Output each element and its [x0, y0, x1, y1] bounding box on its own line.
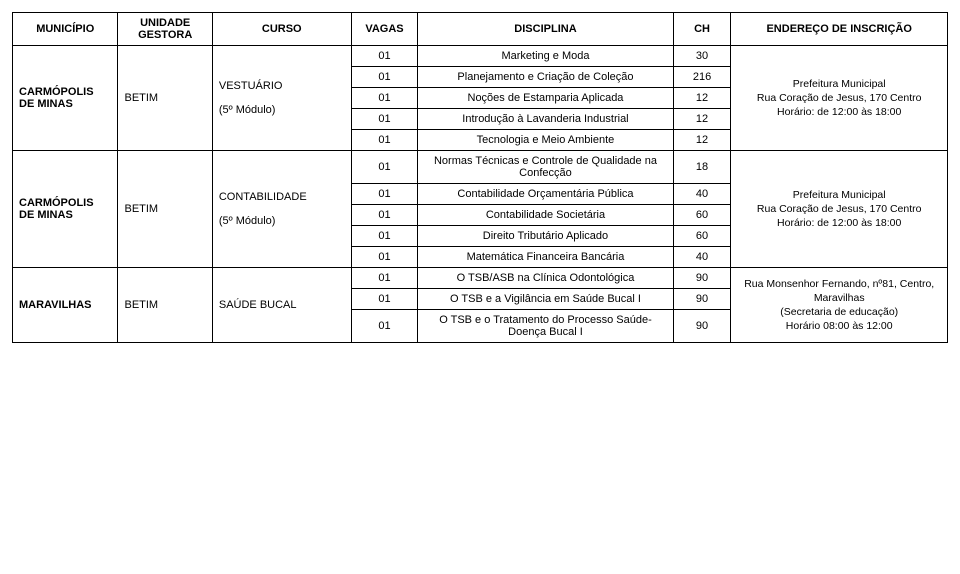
cell-ch: 90 [673, 289, 731, 310]
cell-curso: VESTUÁRIO (5º Módulo) [212, 46, 351, 151]
col-endereco: ENDEREÇO DE INSCRIÇÃO [731, 13, 948, 46]
cell-endereco: Prefeitura Municipal Rua Coração de Jesu… [731, 151, 948, 268]
cell-ch: 216 [673, 67, 731, 88]
cell-disciplina: O TSB e o Tratamento do Processo Saúde-D… [418, 310, 673, 343]
end-line2: Rua Coração de Jesus, 170 Centro [757, 203, 922, 215]
col-curso: CURSO [212, 13, 351, 46]
cell-ch: 60 [673, 205, 731, 226]
cell-endereco: Prefeitura Municipal Rua Coração de Jesu… [731, 46, 948, 151]
cell-vagas: 01 [351, 130, 418, 151]
cell-vagas: 01 [351, 268, 418, 289]
col-disciplina: DISCIPLINA [418, 13, 673, 46]
end-line1: Prefeitura Municipal [793, 78, 886, 90]
cell-ch: 60 [673, 226, 731, 247]
end-line2: Rua Coração de Jesus, 170 Centro [757, 92, 922, 104]
cell-disciplina: Normas Técnicas e Controle de Qualidade … [418, 151, 673, 184]
table-row: MARAVILHAS BETIM SAÚDE BUCAL 01 O TSB/AS… [13, 268, 948, 289]
cell-endereco: Rua Monsenhor Fernando, nº81, Centro, Ma… [731, 268, 948, 343]
cell-vagas: 01 [351, 226, 418, 247]
cell-disciplina: Contabilidade Orçamentária Pública [418, 184, 673, 205]
end-line3: Horário: de 12:00 às 18:00 [777, 106, 901, 118]
curso-name: CONTABILIDADE [219, 191, 307, 203]
cell-ch: 18 [673, 151, 731, 184]
col-ch: CH [673, 13, 731, 46]
cell-disciplina: O TSB/ASB na Clínica Odontológica [418, 268, 673, 289]
end-line2: (Secretaria de educação) [780, 306, 898, 318]
end-line1: Rua Monsenhor Fernando, nº81, Centro, Ma… [744, 278, 934, 304]
cell-vagas: 01 [351, 205, 418, 226]
cell-ch: 90 [673, 310, 731, 343]
cell-disciplina: Marketing e Moda [418, 46, 673, 67]
curso-modulo: (5º Módulo) [219, 104, 276, 116]
cell-vagas: 01 [351, 46, 418, 67]
cell-ch: 30 [673, 46, 731, 67]
cell-municipio: CARMÓPOLIS DE MINAS [13, 151, 118, 268]
cell-disciplina: Tecnologia e Meio Ambiente [418, 130, 673, 151]
cell-curso: SAÚDE BUCAL [212, 268, 351, 343]
cell-disciplina: Planejamento e Criação de Coleção [418, 67, 673, 88]
curso-name: SAÚDE BUCAL [219, 299, 297, 311]
cell-disciplina: O TSB e a Vigilância em Saúde Bucal I [418, 289, 673, 310]
cell-vagas: 01 [351, 184, 418, 205]
cell-disciplina: Noções de Estamparia Aplicada [418, 88, 673, 109]
cell-municipio: CARMÓPOLIS DE MINAS [13, 46, 118, 151]
cell-curso: CONTABILIDADE (5º Módulo) [212, 151, 351, 268]
cell-disciplina: Direito Tributário Aplicado [418, 226, 673, 247]
curso-modulo: (5º Módulo) [219, 215, 276, 227]
cell-vagas: 01 [351, 310, 418, 343]
table-row: CARMÓPOLIS DE MINAS BETIM CONTABILIDADE … [13, 151, 948, 184]
cell-vagas: 01 [351, 289, 418, 310]
data-table: MUNICÍPIO UNIDADE GESTORA CURSO VAGAS DI… [12, 12, 948, 343]
end-line1: Prefeitura Municipal [793, 189, 886, 201]
col-municipio: MUNICÍPIO [13, 13, 118, 46]
cell-vagas: 01 [351, 247, 418, 268]
table-row: CARMÓPOLIS DE MINAS BETIM VESTUÁRIO (5º … [13, 46, 948, 67]
cell-disciplina: Contabilidade Societária [418, 205, 673, 226]
cell-gestora: BETIM [118, 268, 212, 343]
header-row: MUNICÍPIO UNIDADE GESTORA CURSO VAGAS DI… [13, 13, 948, 46]
col-unidade: UNIDADE GESTORA [118, 13, 212, 46]
cell-vagas: 01 [351, 151, 418, 184]
cell-ch: 90 [673, 268, 731, 289]
cell-disciplina: Introdução à Lavanderia Industrial [418, 109, 673, 130]
cell-ch: 12 [673, 130, 731, 151]
cell-vagas: 01 [351, 67, 418, 88]
curso-name: VESTUÁRIO [219, 80, 283, 92]
cell-ch: 12 [673, 109, 731, 130]
cell-ch: 12 [673, 88, 731, 109]
cell-disciplina: Matemática Financeira Bancária [418, 247, 673, 268]
cell-ch: 40 [673, 247, 731, 268]
cell-vagas: 01 [351, 109, 418, 130]
cell-ch: 40 [673, 184, 731, 205]
col-vagas: VAGAS [351, 13, 418, 46]
end-line3: Horário: de 12:00 às 18:00 [777, 217, 901, 229]
cell-gestora: BETIM [118, 46, 212, 151]
end-line3: Horário 08:00 às 12:00 [786, 320, 893, 332]
cell-municipio: MARAVILHAS [13, 268, 118, 343]
cell-gestora: BETIM [118, 151, 212, 268]
cell-vagas: 01 [351, 88, 418, 109]
